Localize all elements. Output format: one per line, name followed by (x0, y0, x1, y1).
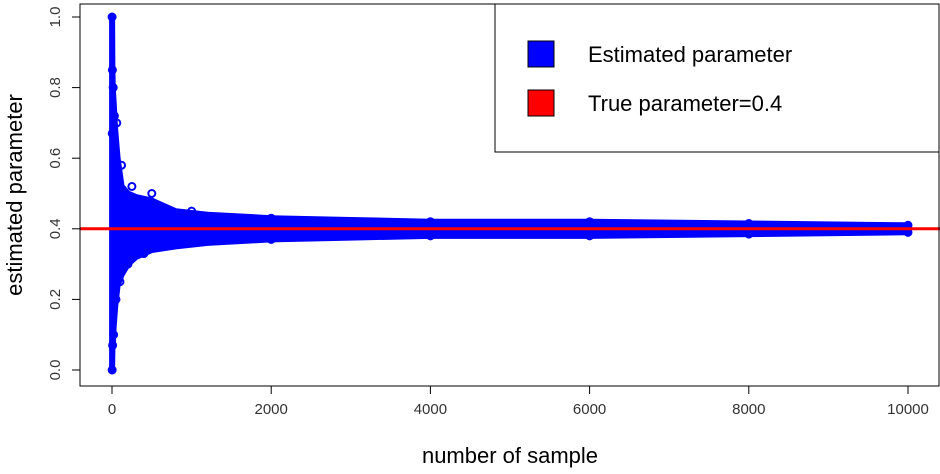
estimate-point (115, 277, 125, 287)
estimate-point (107, 65, 117, 75)
legend-label-true: True parameter=0.4 (588, 91, 782, 116)
legend-swatch-true (527, 89, 555, 117)
estimate-point (109, 330, 119, 340)
x-tick-label: 2000 (255, 401, 288, 418)
estimate-point (744, 219, 754, 229)
x-tick-label: 0 (108, 401, 116, 418)
y-tick-label: 1.0 (47, 7, 64, 28)
estimate-point (107, 12, 117, 22)
estimate-point (744, 229, 754, 239)
legend-box (494, 3, 940, 153)
estimate-point (108, 83, 118, 93)
y-tick-label: 0.2 (47, 289, 64, 310)
estimate-point (266, 213, 276, 223)
plot-area (80, 12, 940, 375)
y-axis-title: estimated parameter (2, 94, 27, 296)
x-tick-label: 4000 (414, 401, 447, 418)
estimate-point (107, 365, 117, 375)
estimate-point (108, 340, 118, 350)
estimate-point (266, 234, 276, 244)
estimate-point (147, 189, 157, 198)
x-tick-label: 6000 (573, 401, 606, 418)
estimate-point (139, 249, 149, 259)
legend-swatch-estimated (527, 40, 555, 68)
estimate-point (187, 206, 197, 216)
estimate-point (111, 294, 121, 304)
y-tick-label: 0.4 (47, 218, 64, 239)
estimate-point (187, 238, 197, 248)
legend-label-estimated: Estimated parameter (588, 42, 792, 67)
x-axis-title: number of sample (422, 443, 598, 468)
estimate-point (425, 231, 435, 241)
y-axis: 0.0 0.2 0.4 0.6 0.8 1.0 (47, 7, 81, 381)
x-axis: 0 2000 4000 6000 8000 10000 (108, 385, 929, 418)
estimate-point (127, 181, 137, 191)
estimate-point (585, 217, 595, 227)
y-tick-label: 0.6 (47, 148, 64, 169)
y-tick-label: 0.0 (47, 360, 64, 381)
estimate-point (425, 217, 435, 227)
estimate-point (585, 231, 595, 241)
x-tick-label: 10000 (887, 401, 929, 418)
estimate-point (117, 160, 127, 170)
estimate-point (107, 128, 117, 138)
estimate-point (112, 118, 122, 128)
x-tick-label: 8000 (732, 401, 765, 418)
estimate-point (123, 259, 133, 269)
legend: Estimated parameter True parameter=0.4 (494, 3, 940, 153)
y-tick-label: 0.8 (47, 77, 64, 98)
